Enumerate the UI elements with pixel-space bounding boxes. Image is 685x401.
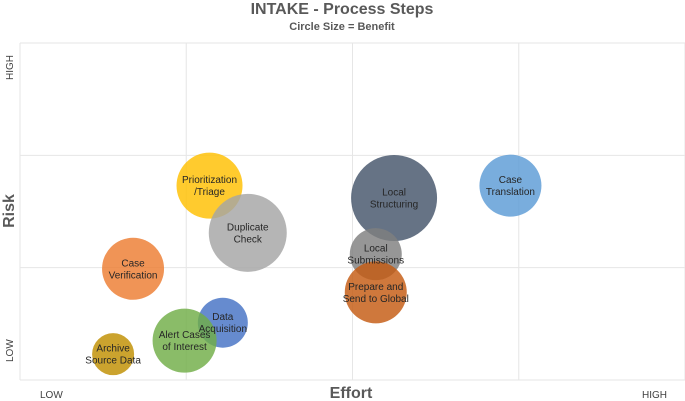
y-axis-title: Risk (1, 194, 18, 228)
bubble-label: Case Verification (109, 258, 158, 281)
x-axis-title: Effort (330, 385, 373, 401)
chart-title: INTAKE - Process Steps (251, 1, 434, 18)
bubble (351, 155, 438, 242)
bubble-label: Duplicate Check (227, 222, 269, 245)
bubble (479, 154, 542, 217)
bubble-label: Case Translation (486, 175, 535, 198)
bubble-label: Local Submissions (347, 244, 404, 267)
x-axis-high-label: HIGH (642, 390, 667, 401)
bubbles: Prioritization/Triage Duplicate Check Case V… (85, 152, 542, 376)
y-axis-low-label: LOW (5, 339, 16, 362)
bubble-label: Prioritization/Triage (182, 175, 237, 198)
bubble (208, 193, 287, 272)
bubble-label: Alert Cases of Interest (159, 330, 211, 353)
bubble-label: Prepare and Send to Global (343, 282, 409, 305)
y-axis-high-label: HIGH (5, 55, 16, 80)
bubble-label: Archive Source Data (85, 344, 141, 367)
bubble-label: Data Acquisition (199, 312, 247, 335)
bubble (92, 333, 135, 376)
chart-subtitle: Circle Size = Benefit (289, 21, 395, 33)
bubble-label: Local Structuring (370, 188, 418, 211)
grid-lines (19, 42, 685, 381)
bubble (102, 237, 165, 300)
bubble (152, 308, 217, 373)
bubble (344, 261, 407, 324)
x-axis-low-label: LOW (40, 390, 63, 401)
